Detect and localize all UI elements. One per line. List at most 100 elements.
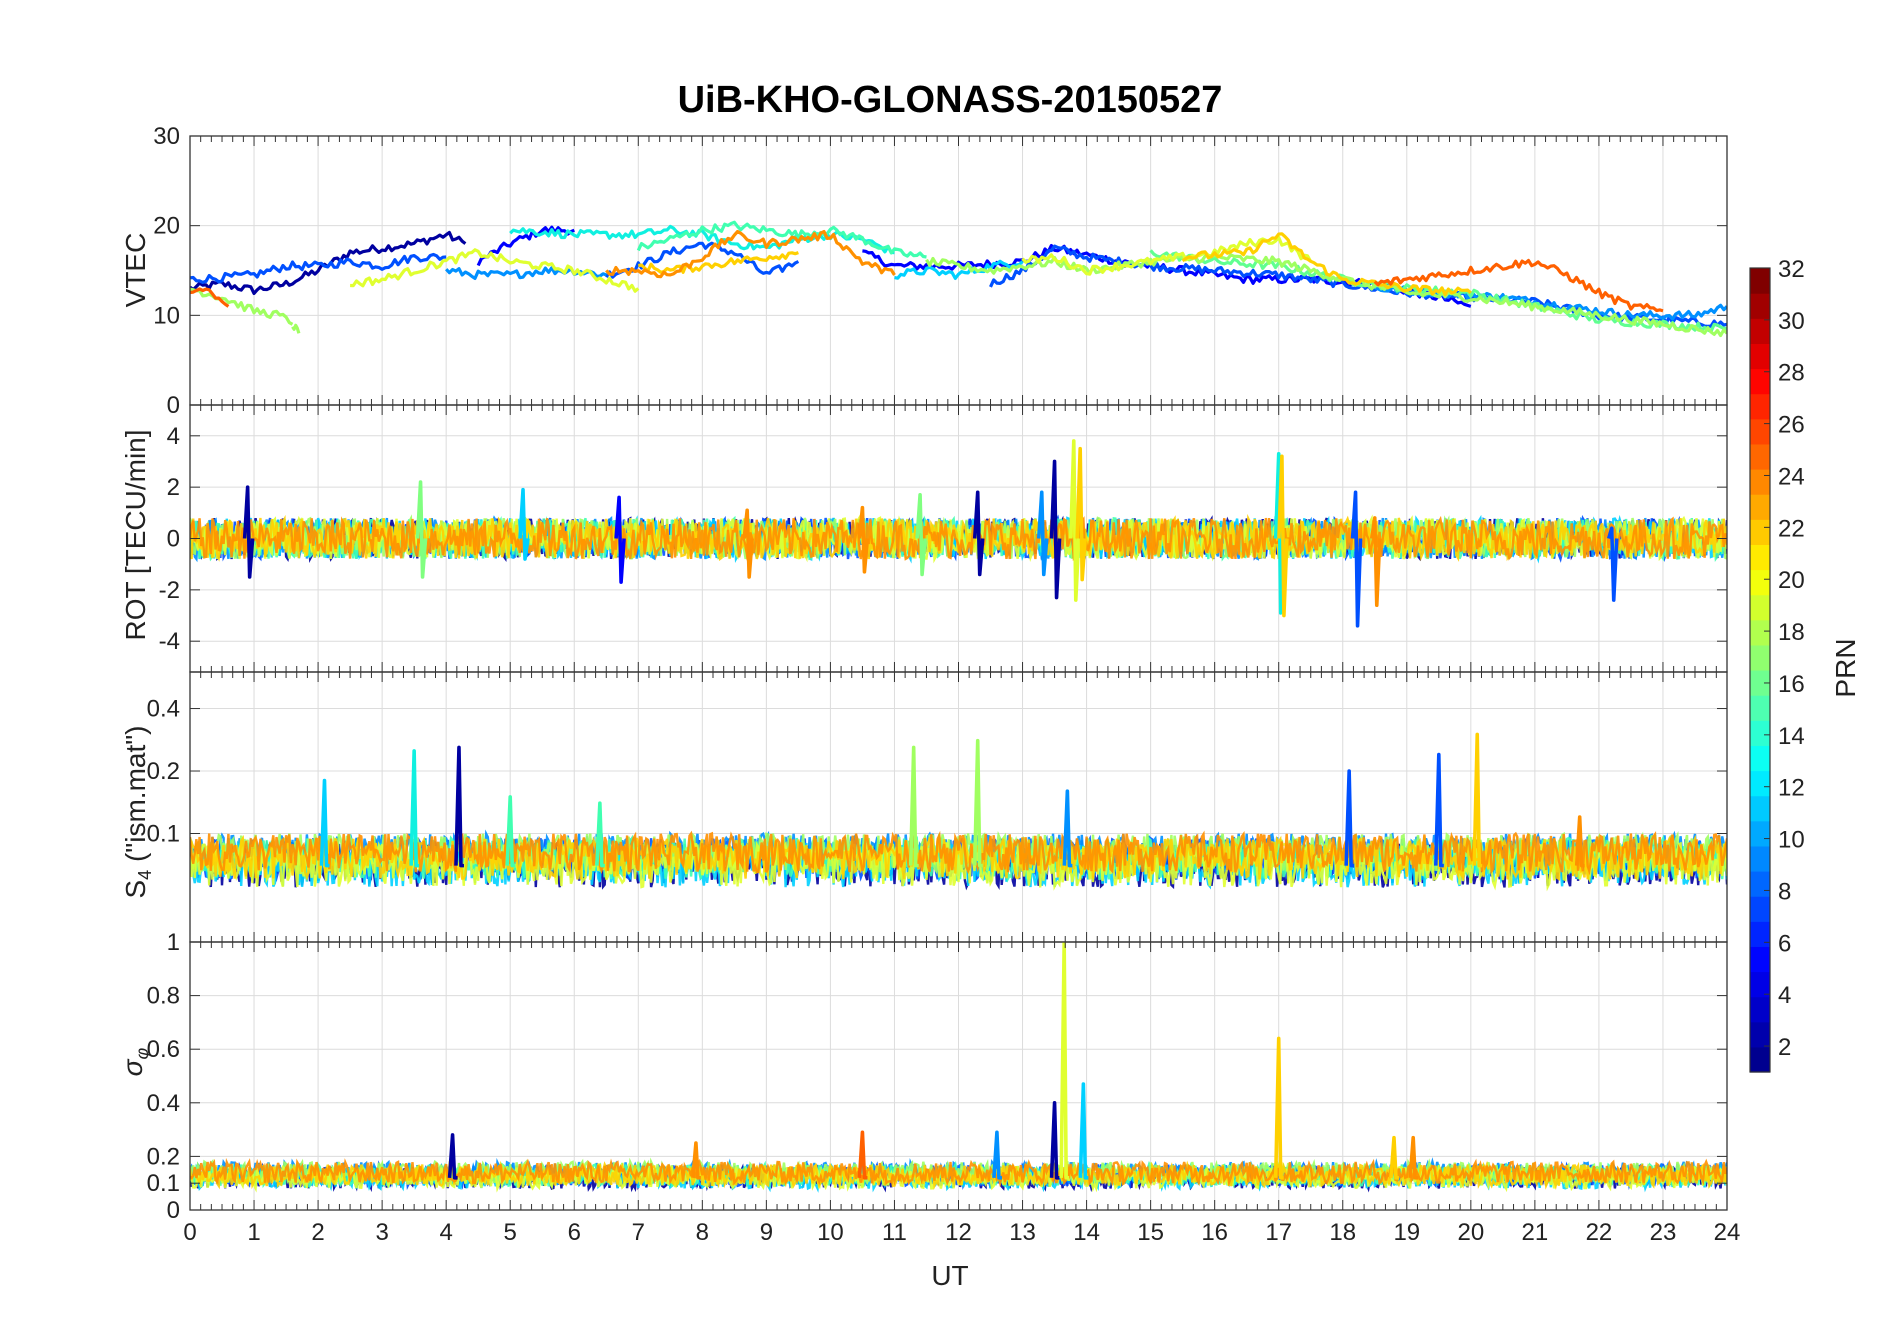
colorbar-swatch [1750,795,1770,822]
y-tick-label: 0.6 [147,1036,180,1063]
colorbar-swatch [1750,494,1770,520]
x-tick-label: 24 [1714,1219,1741,1246]
panel-rot: -4 -2 0 2 4 [159,404,1728,673]
colorbar-swatch [1750,569,1770,596]
colorbar-swatch [1750,896,1770,922]
series-rot [190,439,1727,628]
colorbar-swatch [1750,418,1770,445]
y-tick-label: 0.4 [147,696,180,723]
rot-spike [614,495,626,584]
s4-spike [454,745,464,868]
colorbar-swatch [1750,343,1770,370]
y-axis-label-sigma-phi: σφ [117,1047,152,1076]
colorbar-swatch [1750,921,1770,947]
colorbar-swatch [1750,469,1770,495]
colorbar-swatch [1750,393,1770,420]
y-tick-label: 0 [167,1197,180,1224]
x-tick-label: 16 [1201,1219,1228,1246]
x-tick-label: 10 [817,1219,844,1246]
s4-trace [190,839,1727,892]
y-tick-label: 0.2 [147,1143,180,1170]
vtec-series-prn-19 [350,248,640,293]
s4-spike [908,745,919,868]
sigma-phi-spike [1049,1101,1060,1180]
colorbar-swatch [1750,1021,1770,1048]
colorbar-tick-label: 8 [1778,878,1791,905]
x-tick-label: 3 [375,1219,388,1246]
colorbar-tick-label: 30 [1778,308,1805,335]
rot-spike [1049,459,1062,600]
vtec-series-prn-17 [291,323,301,334]
rot-spike [972,490,985,577]
chart-title: UiB-KHO-GLONASS-20150527 [678,79,1223,121]
s4-spike [1472,732,1483,868]
x-tick-label: 0 [183,1219,196,1246]
s4-spike [319,778,330,868]
x-tick-label: 23 [1650,1219,1677,1246]
colorbar-swatch [1750,368,1770,395]
y-tick-label: -2 [159,577,180,604]
rot-spike [1068,439,1081,602]
rot-spike [1350,490,1363,628]
y-axis-label-s4: S4 ("ism.mat") [120,725,155,898]
x-tick-label: 2 [311,1219,324,1246]
colorbar-swatch [1750,946,1770,973]
colorbar-tick-label: 6 [1778,930,1791,957]
y-tick-label: 0 [167,392,180,419]
colorbar-tick-label: 16 [1778,671,1805,698]
colorbar-tick-label: 26 [1778,412,1805,439]
sigma-phi-spike [1273,1036,1284,1180]
y-tick-label: 0.4 [147,1090,180,1117]
y-tick-label: 0 [167,526,180,553]
rot-spike [1369,516,1382,608]
panel-sigma-phi: 00.10.2 0.4 0.6 0.8 1 [147,929,1728,1224]
s4-spike [1062,789,1073,868]
sigma-phi-spike [857,1130,868,1180]
rot-spike [742,508,754,579]
colorbar-swatch [1750,845,1770,872]
vtec-series-prn-23 [605,229,896,279]
colorbar-frame [1749,267,1771,1073]
colorbar-tick-label: 12 [1778,775,1805,802]
colorbar-swatch [1750,318,1770,344]
y-tick-label: 0.1 [147,820,180,847]
y-tick-label: 0.1 [147,1170,180,1197]
x-tick-label: 11 [882,1219,907,1246]
colorbar-swatch [1750,443,1770,470]
colorbar-tick-label: 32 [1778,256,1805,283]
colorbar-swatch [1750,996,1770,1023]
x-tick-label: 6 [568,1219,581,1246]
y-tick-label: 30 [153,123,180,150]
panel-s4: 0.1 0.2 0.4 [147,671,1728,943]
colorbar-swatch [1750,820,1770,847]
s4-spike [1434,752,1444,868]
colorbar-swatch [1750,519,1770,545]
vtec-series-prn-24 [190,287,230,308]
colorbar-swatch [1750,293,1770,319]
series-s4 [190,732,1727,892]
sigma-phi-trace [190,1157,1727,1188]
sigma-phi-spike [992,1130,1002,1180]
colorbar-swatch [1750,971,1770,998]
colorbar-swatch [1750,670,1770,696]
colorbar-swatch [1750,544,1770,571]
x-tick-label: 13 [1009,1219,1036,1246]
x-tick-label: 7 [632,1219,645,1246]
x-tick-label: 4 [439,1219,452,1246]
colorbar-tick-label: 20 [1778,567,1805,594]
vtec-series-prn-21 [638,251,799,274]
y-tick-label: 20 [153,213,180,240]
rot-spike [242,485,255,579]
x-tick-label: 20 [1457,1219,1484,1246]
colorbar-swatch [1750,268,1770,294]
panel-vtec: 0 10 20 30 [153,123,1728,419]
colorbar-tick-label: 22 [1778,515,1805,542]
x-tick-label: 22 [1586,1219,1613,1246]
colorbar-tick-label: 24 [1778,463,1805,490]
s4-spike [972,738,983,868]
vtec-series-prn-6 [604,241,800,279]
colorbar-tick-label: 28 [1778,360,1805,387]
rot-spike [518,487,530,561]
colorbar-tick-label: 14 [1778,723,1805,750]
colorbar-swatch [1750,745,1770,772]
